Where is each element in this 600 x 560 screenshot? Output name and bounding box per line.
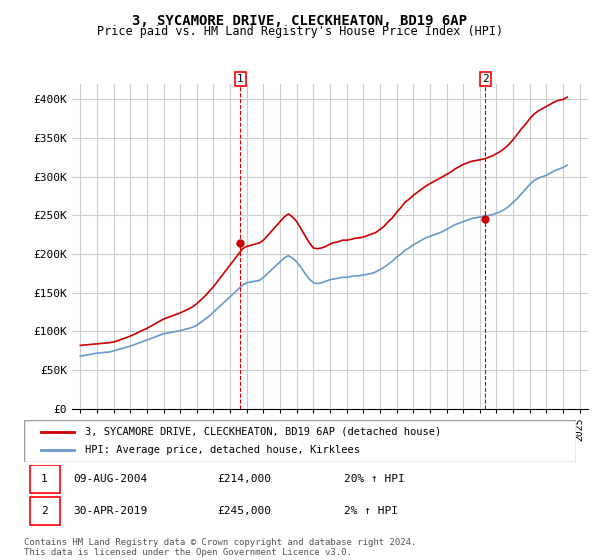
Text: 30-APR-2019: 30-APR-2019 xyxy=(74,506,148,516)
FancyBboxPatch shape xyxy=(29,465,60,493)
Text: £245,000: £245,000 xyxy=(217,506,271,516)
Text: 2: 2 xyxy=(482,74,488,84)
Text: 2% ↑ HPI: 2% ↑ HPI xyxy=(344,506,398,516)
Text: 2: 2 xyxy=(41,506,48,516)
Text: 3, SYCAMORE DRIVE, CLECKHEATON, BD19 6AP: 3, SYCAMORE DRIVE, CLECKHEATON, BD19 6AP xyxy=(133,14,467,28)
FancyBboxPatch shape xyxy=(29,497,60,525)
Text: Price paid vs. HM Land Registry's House Price Index (HPI): Price paid vs. HM Land Registry's House … xyxy=(97,25,503,38)
Text: 1: 1 xyxy=(237,74,244,84)
Text: Contains HM Land Registry data © Crown copyright and database right 2024.
This d: Contains HM Land Registry data © Crown c… xyxy=(24,538,416,557)
Text: HPI: Average price, detached house, Kirklees: HPI: Average price, detached house, Kirk… xyxy=(85,445,360,455)
Text: 1: 1 xyxy=(41,474,48,484)
Text: 3, SYCAMORE DRIVE, CLECKHEATON, BD19 6AP (detached house): 3, SYCAMORE DRIVE, CLECKHEATON, BD19 6AP… xyxy=(85,427,441,437)
Text: 20% ↑ HPI: 20% ↑ HPI xyxy=(344,474,405,484)
FancyBboxPatch shape xyxy=(24,420,576,462)
Text: £214,000: £214,000 xyxy=(217,474,271,484)
Text: 09-AUG-2004: 09-AUG-2004 xyxy=(74,474,148,484)
